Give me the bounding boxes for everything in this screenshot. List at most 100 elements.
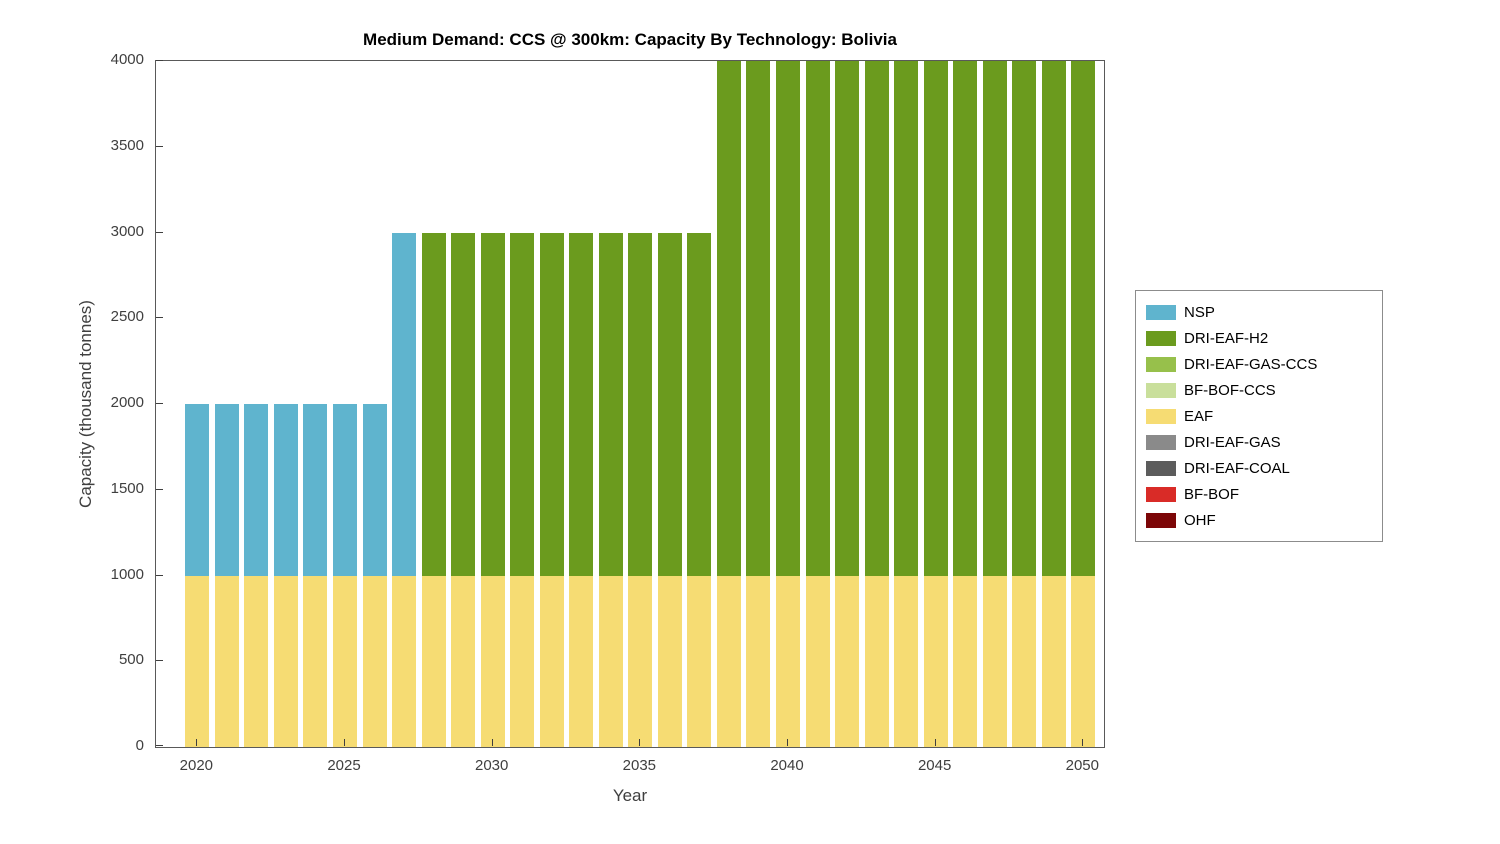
bar-segment-eaf-2046 xyxy=(953,575,978,747)
x-tick-label-2030: 2030 xyxy=(474,757,509,774)
legend-item-dri-eaf-h2: DRI-EAF-H2 xyxy=(1146,325,1372,351)
legend-label-dri-eaf-gas-ccs: DRI-EAF-GAS-CCS xyxy=(1184,355,1318,373)
bar-segment-eaf-2031 xyxy=(510,575,535,747)
legend-item-ohf: OHF xyxy=(1146,507,1372,533)
bar-segment-dri-eaf-h2-2046 xyxy=(953,61,978,576)
bar-segment-eaf-2020 xyxy=(185,575,210,747)
legend-swatch-bf-bof xyxy=(1146,486,1176,502)
bar-segment-eaf-2023 xyxy=(273,575,298,747)
legend-swatch-ohf xyxy=(1146,512,1176,528)
y-tick-mark-2500 xyxy=(156,317,163,319)
x-tick-mark-2020 xyxy=(196,739,198,746)
bar-segment-eaf-2032 xyxy=(539,575,564,747)
x-tick-mark-2045 xyxy=(934,739,936,746)
y-tick-label-1500: 1500 xyxy=(110,479,144,497)
y-tick-label-2000: 2000 xyxy=(110,394,144,411)
bar-segment-eaf-2026 xyxy=(362,575,387,747)
y-tick-mark-0 xyxy=(156,745,163,746)
legend-item-bf-bof: BF-BOF xyxy=(1146,481,1372,507)
chart-title: Medium Demand: CCS @ 300km: Capacity By … xyxy=(363,30,897,49)
bar-segment-nsp-2025 xyxy=(333,404,357,576)
bar-segment-dri-eaf-h2-2038 xyxy=(716,61,741,576)
legend-swatch-dri-eaf-h2 xyxy=(1146,330,1176,346)
legend-swatch-eaf xyxy=(1146,408,1176,424)
legend-item-bf-bof-ccs: BF-BOF-CCS xyxy=(1146,377,1372,403)
y-tick-mark-3000 xyxy=(156,231,163,233)
bar-segment-eaf-2049 xyxy=(1041,575,1066,747)
bar-segment-eaf-2050 xyxy=(1071,575,1096,747)
bar-segment-eaf-2047 xyxy=(982,575,1007,747)
bar-segment-eaf-2021 xyxy=(214,575,239,747)
bar-segment-eaf-2040 xyxy=(776,575,800,747)
bar-segment-eaf-2027 xyxy=(392,575,417,747)
bar-segment-eaf-2025 xyxy=(333,575,357,747)
x-tick-label-2025: 2025 xyxy=(327,757,361,774)
bar-segment-dri-eaf-h2-2049 xyxy=(1041,61,1066,576)
bar-segment-eaf-2039 xyxy=(746,575,771,747)
x-tick-mark-2025 xyxy=(344,739,345,746)
bar-segment-eaf-2045 xyxy=(923,575,948,747)
bar-segment-eaf-2038 xyxy=(716,575,741,747)
x-tick-mark-2040 xyxy=(787,739,788,746)
bar-segment-nsp-2023 xyxy=(273,404,298,576)
bar-segment-dri-eaf-h2-2035 xyxy=(628,232,653,576)
legend-swatch-dri-eaf-gas-ccs xyxy=(1146,356,1176,372)
x-tick-mark-2035 xyxy=(639,739,641,746)
bar-segment-dri-eaf-h2-2039 xyxy=(746,61,771,576)
legend-label-dri-eaf-coal: DRI-EAF-COAL xyxy=(1184,459,1290,477)
x-tick-label-2040: 2040 xyxy=(770,757,804,774)
legend-item-nsp: NSP xyxy=(1146,299,1372,325)
bar-segment-dri-eaf-h2-2044 xyxy=(894,61,919,576)
x-axis-label: Year xyxy=(612,786,648,805)
bar-segment-eaf-2042 xyxy=(835,575,860,747)
y-tick-mark-1000 xyxy=(156,574,163,576)
bar-segment-dri-eaf-h2-2041 xyxy=(805,61,830,576)
plot-area xyxy=(155,60,1105,748)
bar-segment-dri-eaf-h2-2029 xyxy=(451,232,476,576)
x-tick-label-2020: 2020 xyxy=(179,757,214,774)
x-tick-label-2045: 2045 xyxy=(917,757,952,774)
legend-swatch-dri-eaf-gas xyxy=(1146,434,1176,450)
bar-segment-nsp-2026 xyxy=(362,404,387,576)
bar-segment-eaf-2048 xyxy=(1012,575,1037,747)
legend-label-nsp: NSP xyxy=(1184,303,1215,321)
legend-item-dri-eaf-gas-ccs: DRI-EAF-GAS-CCS xyxy=(1146,351,1372,377)
bar-segment-dri-eaf-h2-2047 xyxy=(982,61,1007,576)
x-tick-mark-2030 xyxy=(491,739,493,746)
bar-segment-nsp-2024 xyxy=(303,404,328,576)
legend-swatch-dri-eaf-coal xyxy=(1146,460,1176,476)
bar-segment-dri-eaf-h2-2037 xyxy=(687,232,712,576)
legend-item-eaf: EAF xyxy=(1146,403,1372,429)
x-tick-label-2050: 2050 xyxy=(1065,757,1099,774)
legend-label-dri-eaf-h2: DRI-EAF-H2 xyxy=(1184,329,1269,347)
y-tick-mark-4000 xyxy=(156,60,163,61)
bar-segment-dri-eaf-h2-2030 xyxy=(480,232,505,576)
bar-segment-eaf-2037 xyxy=(687,575,712,747)
bar-segment-dri-eaf-h2-2031 xyxy=(510,232,535,576)
y-tick-label-4000: 4000 xyxy=(110,51,144,68)
x-tick-mark-2050 xyxy=(1082,739,1084,746)
bar-segment-eaf-2030 xyxy=(480,575,505,747)
y-tick-label-1000: 1000 xyxy=(110,565,144,583)
x-tick-label-2035: 2035 xyxy=(622,757,657,774)
bar-segment-eaf-2028 xyxy=(421,575,446,747)
bar-segment-eaf-2034 xyxy=(598,575,623,747)
legend-label-eaf: EAF xyxy=(1184,407,1214,425)
bar-segment-eaf-2029 xyxy=(451,575,476,747)
y-tick-label-0: 0 xyxy=(135,737,144,754)
y-tick-label-2500: 2500 xyxy=(110,308,144,326)
y-tick-mark-1500 xyxy=(156,488,163,490)
y-tick-label-500: 500 xyxy=(118,651,144,669)
bar-segment-eaf-2036 xyxy=(657,575,682,747)
legend: NSP DRI-EAF-H2 DRI-EAF-GAS-CCS BF-BOF-CCS EA… xyxy=(1135,290,1383,542)
bar-segment-dri-eaf-h2-2036 xyxy=(657,232,682,576)
bar-segment-eaf-2022 xyxy=(244,575,269,747)
bar-segment-eaf-2044 xyxy=(894,575,919,747)
legend-label-dri-eaf-gas: DRI-EAF-GAS xyxy=(1184,433,1281,451)
bar-segment-dri-eaf-h2-2028 xyxy=(421,232,446,576)
legend-item-dri-eaf-gas: DRI-EAF-GAS xyxy=(1146,429,1372,455)
bar-segment-eaf-2035 xyxy=(628,575,653,747)
bar-segment-dri-eaf-h2-2033 xyxy=(569,232,594,576)
bar-segment-dri-eaf-h2-2042 xyxy=(835,61,860,576)
